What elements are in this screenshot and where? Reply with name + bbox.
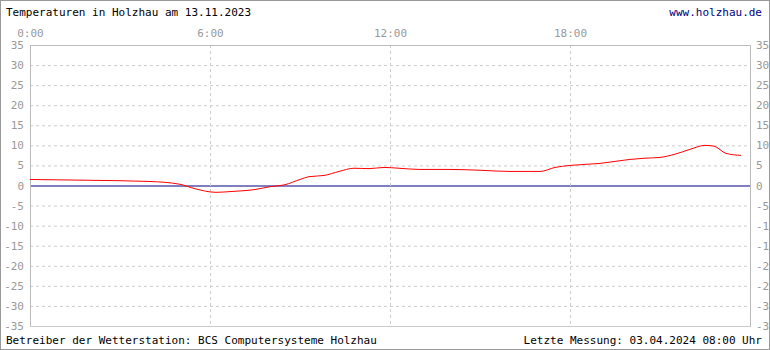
tick-label: 15 (11, 119, 24, 132)
chart: 35 30 25 20 15 10 5 0 -5 -10 -15 -20 -25 -30 -35 35 30 25… (0, 0, 770, 350)
tick: 5 (750, 159, 763, 172)
tick: -15 (750, 240, 770, 253)
grid-line (30, 145, 750, 146)
axis-line (31, 45, 751, 46)
axis-line (30, 46, 31, 327)
tick: 10 (11, 139, 30, 152)
tick-label: 35 (11, 39, 24, 52)
tick-label: -10 (4, 220, 24, 233)
tick: -25 (4, 280, 30, 293)
tick: -30 (750, 300, 770, 313)
tick: -15 (4, 240, 30, 253)
tick-label: 12:00 (374, 27, 407, 40)
last-measurement: Letzte Messung: 03.04.2024 08:00 Uhr (524, 334, 763, 347)
tick: 35 (750, 39, 769, 52)
tick: 25 (750, 79, 769, 92)
tick: 25 (11, 79, 30, 92)
tick-label: 10 (11, 139, 24, 152)
tick-label: 5 (756, 159, 763, 172)
grid-line (30, 45, 31, 326)
tick: 10 (750, 139, 769, 152)
site-link: www.holzhau.de (669, 6, 762, 19)
tick-label: -5 (756, 200, 769, 213)
tick-label: -10 (756, 220, 770, 233)
tick-label: 5 (17, 159, 24, 172)
tick: -25 (750, 280, 770, 293)
tick-label: -25 (4, 280, 24, 293)
grid-line (210, 45, 211, 326)
tick-label: 18:00 (554, 27, 587, 40)
tick-label: 6:00 (197, 27, 224, 40)
tick: 30 (11, 59, 30, 72)
grid-line (30, 266, 750, 267)
tick: 15 (750, 119, 769, 132)
tick-label: -20 (4, 260, 24, 273)
tick: -35 (4, 320, 30, 333)
axis-line (750, 46, 751, 327)
tick: 18:00 (554, 27, 587, 45)
tick-label: -30 (4, 300, 24, 313)
grid-line (390, 45, 391, 326)
tick: 0 (17, 180, 30, 193)
tick: 20 (11, 99, 30, 112)
tick: 15 (11, 119, 30, 132)
grid-line (30, 206, 750, 207)
grid (30, 45, 750, 327)
tick-label: -25 (756, 280, 770, 293)
tick: 6:00 (197, 27, 224, 45)
tick-label: 30 (11, 59, 24, 72)
tick: -5 (750, 200, 769, 213)
grid-line (30, 306, 750, 307)
tick-label: 30 (756, 59, 769, 72)
tick-label: 10 (756, 139, 769, 152)
tick: -35 (750, 320, 770, 333)
tick: 30 (750, 59, 769, 72)
tick-label: -35 (756, 320, 770, 333)
grid-line (570, 45, 571, 326)
temperature-line (30, 145, 741, 192)
tick: 5 (17, 159, 30, 172)
tick-label: 20 (11, 99, 24, 112)
tick-label: 0 (756, 180, 763, 193)
tick: 0 (750, 180, 763, 193)
tick-label: -30 (756, 300, 770, 313)
tick-label: 25 (11, 79, 24, 92)
tick-label: 0:00 (17, 27, 44, 40)
plot-area (30, 145, 741, 192)
axis-y: 35 30 25 20 15 10 5 0 -5 -10 -15 -20 -25 -30 -35 (750, 39, 770, 333)
tick-label: -15 (756, 240, 770, 253)
tick: 35 (11, 39, 30, 52)
axis-y: 35 30 25 20 15 10 5 0 -5 -10 -15 -20 -25 -30 -35 (4, 39, 30, 333)
tick: -20 (4, 260, 30, 273)
tick-label: 0 (17, 180, 24, 193)
tick: -10 (4, 220, 30, 233)
tick-label: -5 (11, 200, 24, 213)
axis-x: 0:00 6:00 12:00 18:00 (17, 27, 750, 46)
tick: 12:00 (374, 27, 407, 45)
tick-label: 25 (756, 79, 769, 92)
grid-line (30, 45, 750, 46)
operator-note: Betreiber der Wetterstation: BCS Compute… (6, 334, 377, 347)
tick: -10 (750, 220, 770, 233)
tick-label: 20 (756, 99, 769, 112)
grid-line (30, 85, 750, 86)
tick-label: 35 (756, 39, 769, 52)
page-border (1, 1, 770, 350)
tick: 20 (750, 99, 769, 112)
tick: -30 (4, 300, 30, 313)
tick: 0:00 (17, 27, 44, 45)
tick-label: -20 (756, 260, 770, 273)
tick-label: -35 (4, 320, 24, 333)
plot-frame (31, 46, 751, 327)
tick-label: -15 (4, 240, 24, 253)
tick: -20 (750, 260, 770, 273)
title: Temperaturen in Holzhau am 13.11.2023 (6, 6, 251, 19)
tick: -5 (11, 200, 30, 213)
tick-label: 15 (756, 119, 769, 132)
